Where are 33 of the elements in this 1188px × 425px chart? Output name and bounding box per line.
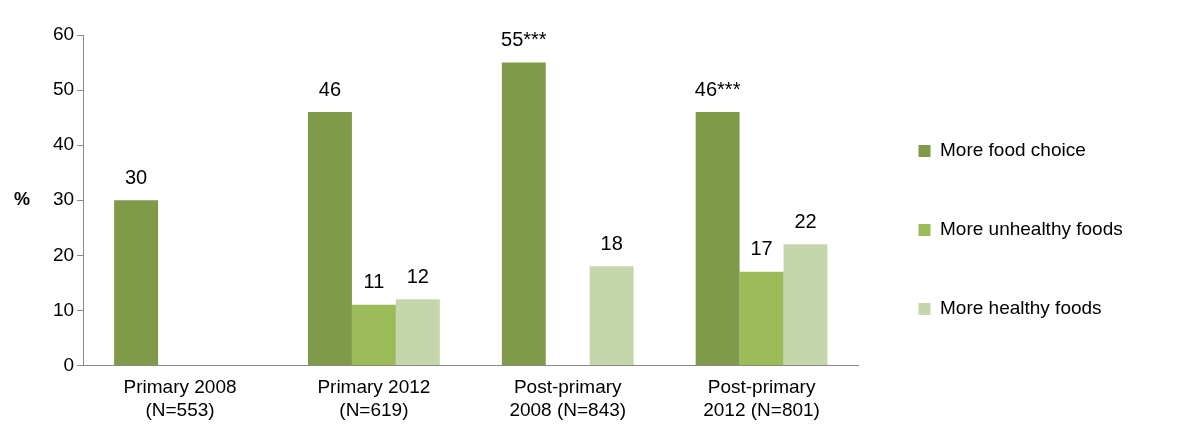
x-tick-label: Post-primary 2008 (N=843) (509, 376, 627, 420)
data-label: 22 (794, 209, 817, 232)
bar (351, 304, 396, 365)
bar (114, 200, 159, 365)
data-label: 12 (406, 264, 429, 287)
y-tick-label: 30 (52, 188, 75, 210)
bar (589, 266, 634, 365)
bar (783, 244, 828, 365)
data-label: 11 (363, 270, 385, 293)
bar (307, 112, 352, 365)
y-tick-label: 50 (52, 78, 75, 100)
bar (739, 271, 784, 365)
data-label: 46*** (694, 77, 741, 100)
bar (695, 112, 740, 365)
x-tick-label: Primary 2012 (N=619) (317, 376, 431, 420)
bar (395, 299, 440, 365)
legend-label: More food choice (940, 139, 1086, 161)
legend-label: More healthy foods (940, 297, 1102, 319)
bar (501, 62, 546, 365)
x-tick-label: Post-primary 2012 (N=801) (703, 376, 820, 420)
data-label: 55*** (501, 28, 547, 51)
y-tick-label: 60 (52, 23, 75, 45)
y-tick-label: 10 (52, 298, 75, 320)
y-tick-label: 0 (63, 353, 75, 375)
legend-label: More unhealthy foods (940, 218, 1123, 240)
data-label: 46 (318, 77, 342, 100)
y-tick-label: 20 (52, 243, 75, 265)
data-label: 30 (124, 165, 148, 188)
data-label: 17 (750, 237, 773, 260)
y-tick-label: 40 (52, 133, 75, 155)
x-tick-label: Primary 2008 (N=553) (123, 376, 237, 420)
data-label: 18 (600, 231, 623, 254)
y-axis-title: % (13, 189, 31, 210)
